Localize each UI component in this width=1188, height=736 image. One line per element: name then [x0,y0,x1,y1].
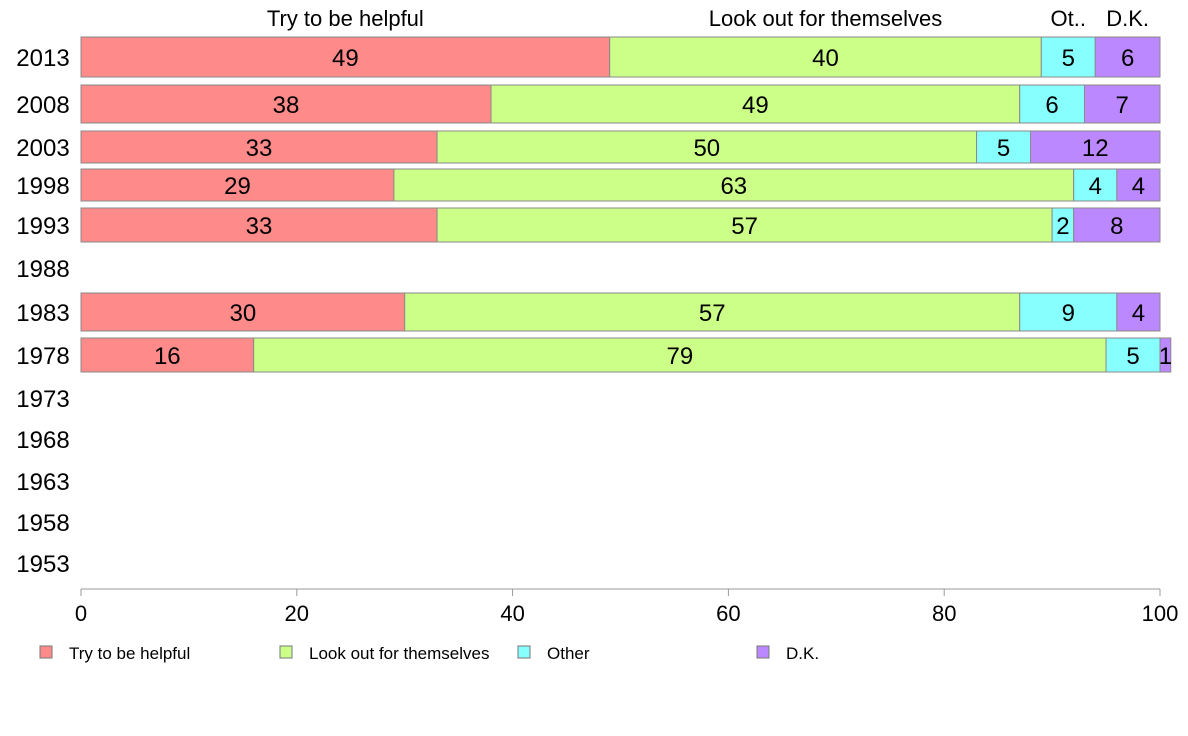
data-label: 33 [246,213,273,240]
bar-segment [80,292,406,332]
data-label: 7 [1116,92,1129,119]
legend-swatch [279,645,293,659]
data-label: 5 [1062,45,1075,72]
data-label: 12 [1082,135,1109,162]
category-label: 1998 [16,173,69,200]
category-label: 1963 [16,469,69,496]
bar-segment [436,207,1053,243]
legend-label: Look out for themselves [309,644,489,663]
legend-swatch [517,645,531,659]
legend: Try to be helpful Look out for themselves… [39,644,819,663]
data-label: 1 [1159,343,1172,370]
data-label: 50 [693,135,720,162]
category-label: 1978 [16,343,69,370]
bar-segment [490,84,1021,124]
column-header: D.K. [1106,6,1149,31]
x-tick-label: 80 [932,601,956,626]
bar-segment [1040,36,1096,78]
category-label: 2013 [16,45,69,72]
bar-segment [253,337,1107,373]
category-label: 1968 [16,427,69,454]
legend-label: Try to be helpful [69,644,190,663]
data-label: 2 [1056,213,1069,240]
category-label: 1973 [16,386,69,413]
data-label: 6 [1121,45,1134,72]
bar-segment [1073,207,1161,243]
bar-segment [404,292,1021,332]
data-label: 5 [997,135,1010,162]
bar-segment [1030,130,1161,164]
bar-segment [80,130,438,164]
data-label: 40 [812,45,839,72]
bar-segment [1159,337,1172,373]
data-label: 16 [154,343,181,370]
data-label: 8 [1110,213,1123,240]
bar-segment [393,168,1075,202]
column-header: Ot.. [1051,6,1086,31]
bar-segment [80,207,438,243]
bar-segment [80,36,611,78]
category-labels: 2013 2008 2003 1998 1993 1988 1983 1978 1973 1968… [16,45,69,578]
bar-segment [80,84,492,124]
legend-swatch [39,645,53,659]
data-label: 49 [332,45,359,72]
data-label: 49 [742,92,769,119]
x-tick-label: 20 [285,601,309,626]
bar-segment [1105,337,1161,373]
bar-segment [1116,292,1161,332]
data-label: 9 [1062,300,1075,327]
data-label: 30 [229,300,256,327]
data-label: 79 [666,343,693,370]
x-tick-label: 100 [1142,601,1179,626]
category-label: 1953 [16,551,69,578]
data-label: 63 [720,173,747,200]
category-label: 1958 [16,510,69,537]
category-label: 1993 [16,213,69,240]
legend-swatch [756,645,770,659]
bar-segment [436,130,978,164]
x-tick-label: 40 [500,601,524,626]
data-label: 4 [1089,173,1102,200]
x-axis: 0 20 40 60 80 100 [75,588,1179,626]
bar-segment [1019,84,1085,124]
bar-segment [1094,36,1161,78]
column-header: Look out for themselves [709,6,943,31]
bar-segment [1083,84,1161,124]
data-label: 57 [699,300,726,327]
data-label: 33 [246,135,273,162]
legend-label: D.K. [786,644,819,663]
x-tick-label: 0 [75,601,87,626]
bar-segment [80,337,255,373]
data-label: 5 [1126,343,1139,370]
bar-segment [1116,168,1161,202]
category-label: 1983 [16,300,69,327]
data-label: 4 [1132,173,1145,200]
bar-segment [1019,292,1118,332]
bar-segment [609,36,1042,78]
bar-segment [80,168,395,202]
category-label: 1988 [16,256,69,283]
category-label: 2008 [16,92,69,119]
data-label: 57 [731,213,758,240]
column-header: Try to be helpful [267,6,424,31]
column-headers: Try to be helpful Look out for themselves… [267,6,1149,31]
data-label: 6 [1045,92,1058,119]
category-label: 2003 [16,135,69,162]
data-label: 38 [273,92,300,119]
data-label: 4 [1132,300,1145,327]
legend-label: Other [547,644,590,663]
data-label: 29 [224,173,251,200]
x-tick-label: 60 [716,601,740,626]
